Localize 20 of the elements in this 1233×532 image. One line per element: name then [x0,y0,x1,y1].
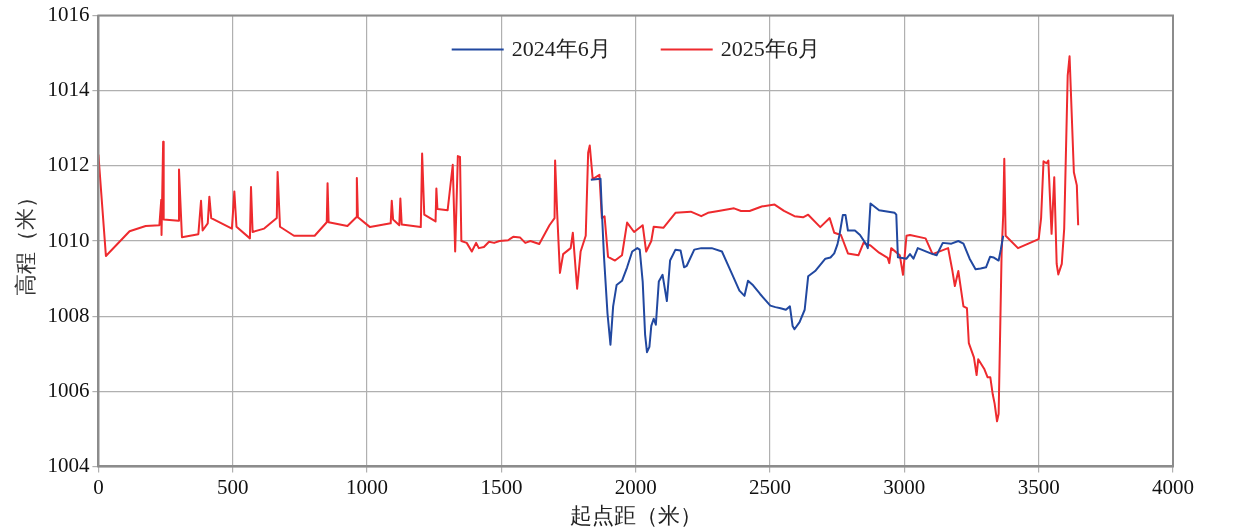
y-tick-label: 1006 [47,377,90,402]
x-axis-title: 起点距（米） [569,502,702,528]
y-tick-label: 1014 [47,77,90,102]
x-tick-label: 4000 [1152,474,1194,499]
y-tick-label: 1016 [47,2,90,27]
y-tick-label: 1012 [47,152,90,177]
x-tick-label: 1000 [346,474,389,499]
x-tick-label: 2000 [614,474,657,499]
y-tick-label: 1010 [47,227,90,252]
x-tick-label: 2500 [749,474,792,499]
x-tick-label: 0 [93,474,104,499]
legend-label: 2024年6月 [511,36,611,62]
y-tick-label: 1008 [47,302,90,327]
y-tick-label: 1004 [47,452,90,477]
legend-label: 2025年6月 [720,36,820,62]
x-tick-label: 500 [216,474,249,499]
y-axis-title: 高程（米） [12,186,38,296]
x-tick-label: 1500 [480,474,523,499]
x-tick-label: 3500 [1017,474,1060,499]
x-tick-label: 3000 [883,474,926,499]
